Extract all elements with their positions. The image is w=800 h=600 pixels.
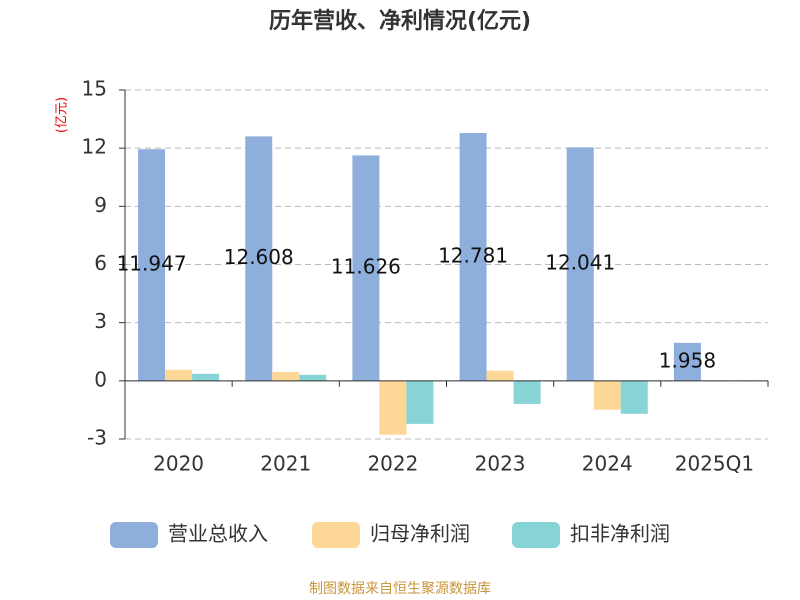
data-label: 11.626 [331, 255, 401, 279]
chart-title: 历年营收、净利情况(亿元) [269, 8, 531, 34]
y-tick-label: 0 [94, 367, 107, 391]
data-label: 1.958 [659, 348, 716, 372]
x-tick-label: 2020 [153, 452, 204, 476]
y-tick-label: 3 [94, 309, 107, 333]
bar [272, 371, 300, 381]
bar [566, 147, 594, 381]
data-label: 12.781 [438, 243, 508, 267]
y-axis-label: (亿元) [55, 97, 70, 133]
x-tick-label: 2024 [582, 452, 633, 476]
legend-label: 扣非净利润 [570, 522, 670, 546]
bar [513, 380, 541, 404]
x-tick-label: 2022 [367, 452, 418, 476]
y-tick-label: 15 [82, 77, 107, 101]
bar [459, 133, 487, 381]
data-label: 11.947 [117, 252, 187, 276]
data-label: 12.608 [224, 245, 294, 269]
bar [299, 374, 327, 381]
bar [352, 155, 380, 381]
bar [620, 380, 648, 414]
data-label: 12.041 [545, 251, 615, 275]
bar [192, 373, 220, 381]
y-tick-label: 9 [94, 193, 107, 217]
y-tick-label: 6 [94, 251, 107, 275]
x-tick-label: 2021 [260, 452, 311, 476]
bar [379, 380, 407, 435]
bar [486, 370, 514, 381]
x-tick-label: 2023 [475, 452, 526, 476]
bar [165, 369, 193, 381]
bar [406, 380, 434, 424]
source-note: 制图数据来自恒生聚源数据库 [309, 581, 491, 597]
bar [673, 342, 701, 381]
x-tick-label: 2025Q1 [675, 452, 754, 476]
legend-swatch [512, 522, 560, 548]
y-tick-label: 12 [82, 135, 107, 159]
legend-label: 归母净利润 [370, 522, 470, 546]
legend-swatch [312, 522, 360, 548]
legend-label: 营业总收入 [168, 522, 268, 546]
y-tick-label: -3 [87, 426, 107, 450]
legend-swatch [110, 522, 158, 548]
bar [245, 136, 273, 381]
bar [593, 380, 621, 410]
bar [138, 149, 166, 381]
